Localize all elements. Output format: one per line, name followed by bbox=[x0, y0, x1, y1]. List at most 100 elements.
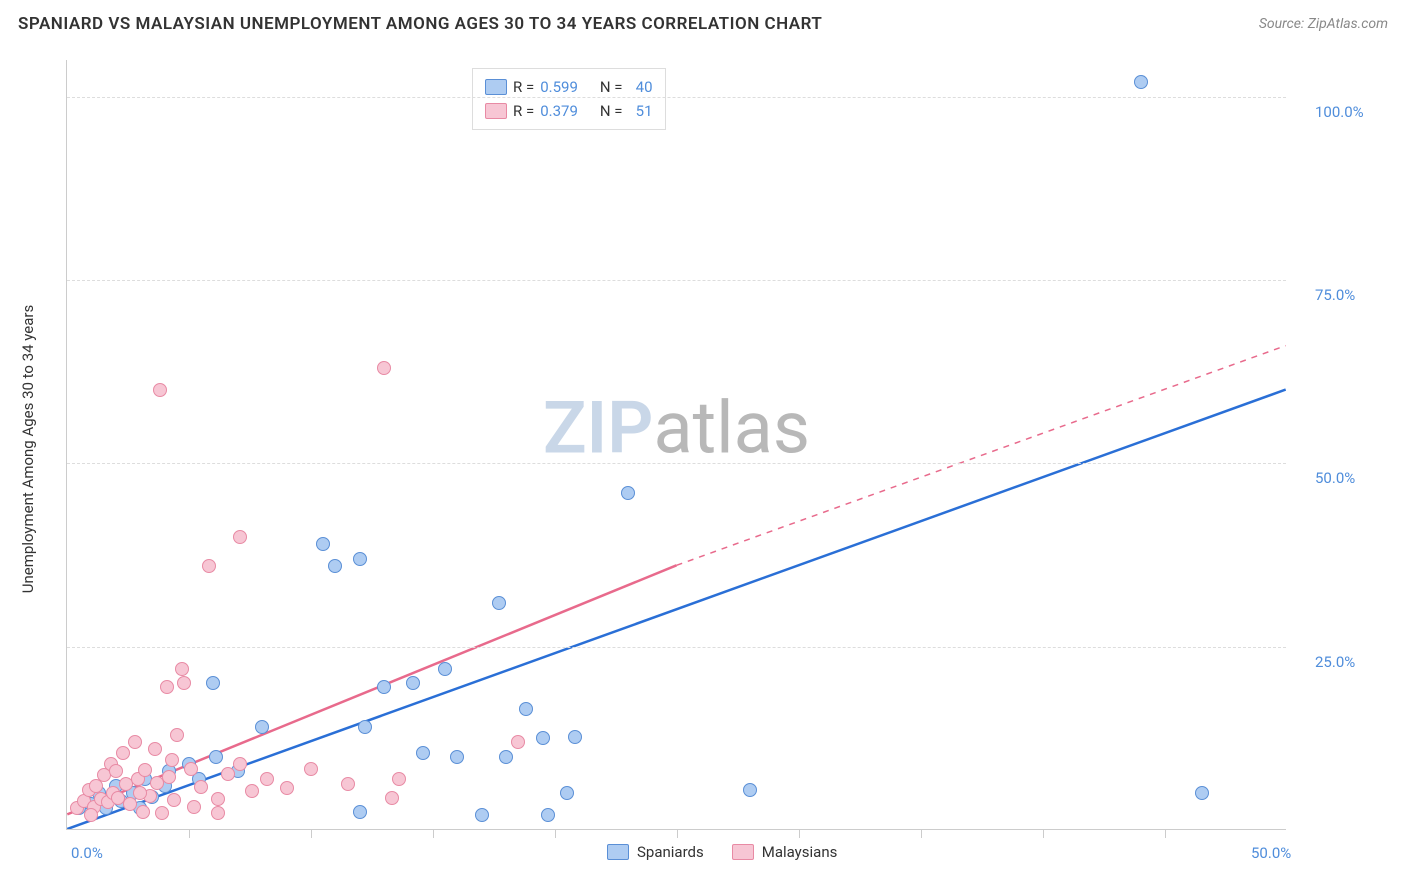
x-tick bbox=[1043, 830, 1044, 838]
data-point bbox=[260, 772, 274, 786]
data-point bbox=[211, 806, 225, 820]
data-point bbox=[328, 559, 342, 573]
data-point bbox=[233, 530, 247, 544]
data-point bbox=[392, 772, 406, 786]
data-point bbox=[133, 786, 147, 800]
watermark-atlas: atlas bbox=[653, 385, 810, 470]
data-point bbox=[209, 750, 223, 764]
r-value: 0.379 bbox=[540, 99, 578, 123]
data-point bbox=[541, 808, 555, 822]
data-point bbox=[621, 486, 635, 500]
x-tick bbox=[311, 830, 312, 838]
data-point bbox=[416, 746, 430, 760]
data-point bbox=[475, 808, 489, 822]
data-point bbox=[377, 680, 391, 694]
data-point bbox=[138, 763, 152, 777]
data-point bbox=[341, 777, 355, 791]
data-point bbox=[385, 791, 399, 805]
header: SPANIARD VS MALAYSIAN UNEMPLOYMENT AMONG… bbox=[18, 14, 1388, 34]
legend-swatch bbox=[485, 79, 507, 95]
data-point bbox=[221, 767, 235, 781]
data-point bbox=[255, 720, 269, 734]
data-point bbox=[560, 786, 574, 800]
data-point bbox=[304, 762, 318, 776]
data-point bbox=[206, 676, 220, 690]
y-tick-label: 100.0% bbox=[1315, 103, 1364, 121]
data-point bbox=[177, 676, 191, 690]
data-point bbox=[194, 780, 208, 794]
x-tick bbox=[189, 830, 190, 838]
data-point bbox=[353, 805, 367, 819]
x-tick bbox=[433, 830, 434, 838]
data-point bbox=[170, 728, 184, 742]
data-point bbox=[155, 806, 169, 820]
stat-legend-row: R =0.379N =51 bbox=[485, 99, 653, 123]
legend-swatch bbox=[607, 844, 629, 860]
legend-swatch bbox=[485, 103, 507, 119]
gridline bbox=[67, 280, 1286, 281]
trend-lines bbox=[67, 60, 1286, 829]
y-tick-label: 25.0% bbox=[1315, 653, 1355, 671]
watermark: ZIPatlas bbox=[543, 385, 810, 470]
n-value: 51 bbox=[629, 99, 653, 123]
data-point bbox=[187, 800, 201, 814]
data-point bbox=[109, 764, 123, 778]
n-value: 40 bbox=[629, 75, 653, 99]
data-point bbox=[84, 808, 98, 822]
series-legend: Spaniards Malaysians bbox=[607, 843, 837, 861]
x-tick bbox=[555, 830, 556, 838]
watermark-zip: ZIP bbox=[543, 385, 653, 470]
y-axis-label: Unemployment Among Ages 30 to 34 years bbox=[19, 305, 37, 593]
data-point bbox=[358, 720, 372, 734]
chart-plot-area: ZIPatlas R =0.599N =40R =0.379N =51 Span… bbox=[66, 60, 1286, 830]
legend-label: Malaysians bbox=[762, 843, 838, 861]
data-point bbox=[202, 559, 216, 573]
legend-swatch bbox=[732, 844, 754, 860]
r-value: 0.599 bbox=[540, 75, 578, 99]
gridline bbox=[67, 97, 1286, 98]
data-point bbox=[153, 383, 167, 397]
x-tick bbox=[799, 830, 800, 838]
legend-item: Malaysians bbox=[732, 843, 838, 861]
y-tick-label: 50.0% bbox=[1315, 469, 1355, 487]
gridline bbox=[67, 463, 1286, 464]
data-point bbox=[167, 793, 181, 807]
source-label: Source: ZipAtlas.com bbox=[1259, 16, 1388, 32]
data-point bbox=[377, 361, 391, 375]
chart-title: SPANIARD VS MALAYSIAN UNEMPLOYMENT AMONG… bbox=[18, 14, 822, 34]
data-point bbox=[438, 662, 452, 676]
stat-legend-row: R =0.599N =40 bbox=[485, 75, 653, 99]
x-tick-label: 50.0% bbox=[1251, 844, 1291, 862]
data-point bbox=[165, 753, 179, 767]
legend-label: Spaniards bbox=[637, 843, 704, 861]
y-tick-label: 75.0% bbox=[1315, 286, 1355, 304]
data-point bbox=[280, 781, 294, 795]
stat-legend: R =0.599N =40R =0.379N =51 bbox=[472, 68, 666, 130]
data-point bbox=[148, 742, 162, 756]
data-point bbox=[160, 680, 174, 694]
data-point bbox=[406, 676, 420, 690]
data-point bbox=[743, 783, 757, 797]
data-point bbox=[211, 792, 225, 806]
data-point bbox=[511, 735, 525, 749]
data-point bbox=[536, 731, 550, 745]
x-tick bbox=[677, 830, 678, 838]
data-point bbox=[245, 784, 259, 798]
data-point bbox=[184, 762, 198, 776]
data-point bbox=[162, 770, 176, 784]
data-point bbox=[116, 746, 130, 760]
data-point bbox=[492, 596, 506, 610]
data-point bbox=[175, 662, 189, 676]
x-tick-label: 0.0% bbox=[71, 844, 103, 862]
data-point bbox=[568, 730, 582, 744]
legend-item: Spaniards bbox=[607, 843, 704, 861]
data-point bbox=[353, 552, 367, 566]
data-point bbox=[1134, 75, 1148, 89]
x-tick bbox=[921, 830, 922, 838]
gridline bbox=[67, 647, 1286, 648]
n-label: N = bbox=[600, 75, 623, 99]
data-point bbox=[128, 735, 142, 749]
data-point bbox=[1195, 786, 1209, 800]
x-tick bbox=[1165, 830, 1166, 838]
n-label: N = bbox=[600, 99, 623, 123]
